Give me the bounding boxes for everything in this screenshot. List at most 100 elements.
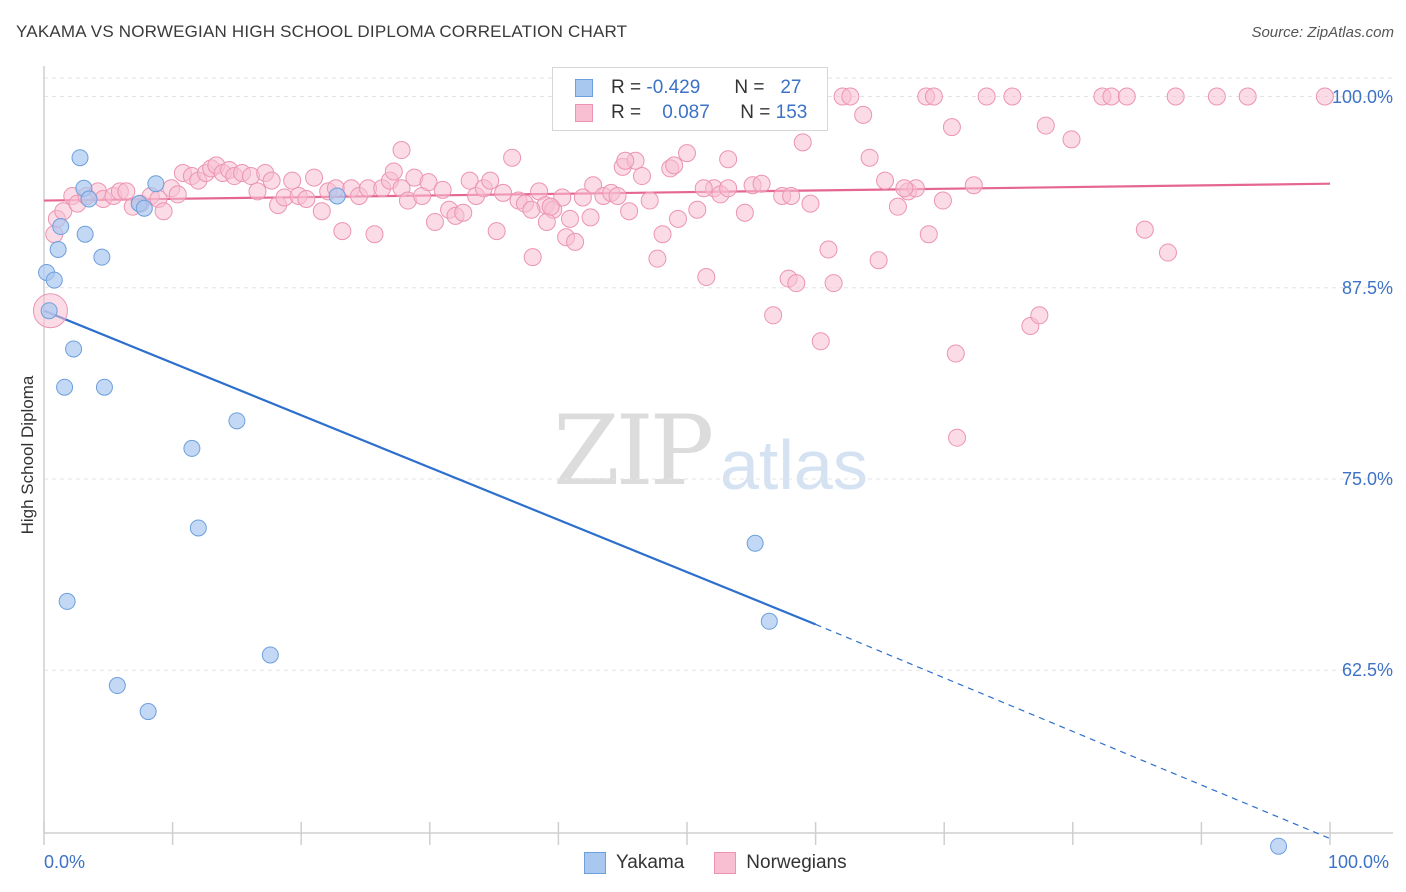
norwegians-point bbox=[481, 171, 500, 190]
yakama-swatch bbox=[575, 79, 593, 97]
norwegians-point bbox=[811, 332, 830, 351]
r-label: R = bbox=[611, 77, 642, 98]
r-value: -0.429 bbox=[646, 77, 701, 98]
yakama-point bbox=[228, 412, 246, 430]
norwegians-point bbox=[333, 222, 352, 241]
norwegians-point bbox=[678, 144, 696, 163]
norwegians-point bbox=[419, 173, 438, 192]
norwegians-point bbox=[283, 171, 302, 190]
norwegians-point bbox=[1030, 306, 1049, 325]
norwegians-point bbox=[860, 148, 879, 167]
norwegians-point bbox=[1062, 130, 1081, 149]
yakama-point bbox=[746, 534, 764, 552]
norwegians-point bbox=[537, 212, 556, 231]
series-legend: Yakama Norwegians bbox=[584, 852, 877, 874]
yakama-point bbox=[76, 225, 94, 243]
yakama-point bbox=[328, 187, 346, 205]
norwegians-point bbox=[869, 251, 888, 270]
yakama-point bbox=[58, 592, 76, 610]
norwegians-point bbox=[841, 87, 860, 106]
source-label: Source: ZipAtlas.com bbox=[1251, 24, 1394, 41]
norwegians-point bbox=[665, 156, 684, 175]
norwegians-point bbox=[688, 200, 707, 219]
norwegians-point bbox=[653, 225, 672, 244]
norwegians-point bbox=[581, 208, 600, 227]
yakama-point bbox=[71, 149, 89, 167]
norwegians-point bbox=[1102, 87, 1121, 106]
yakama-points bbox=[38, 149, 1288, 855]
norwegians-point bbox=[522, 200, 541, 219]
trend-lines bbox=[43, 182, 1331, 840]
norwegians-point bbox=[1135, 220, 1154, 239]
norwegians-point bbox=[752, 174, 771, 193]
norwegians-point bbox=[608, 186, 627, 205]
norwegians-point bbox=[919, 225, 938, 244]
norwegians-point bbox=[566, 232, 585, 251]
yakama-point bbox=[65, 340, 83, 358]
norwegians-point bbox=[1207, 87, 1226, 106]
norwegians-point bbox=[668, 209, 687, 228]
axes bbox=[43, 66, 1393, 845]
legend-row-norwegians: R = 0.087 N = 153 bbox=[575, 101, 807, 125]
norwegians-point bbox=[494, 183, 513, 202]
yakama-point bbox=[40, 302, 58, 320]
norwegians-point bbox=[365, 225, 384, 244]
yakama-point bbox=[95, 378, 113, 396]
norwegians-point bbox=[616, 151, 635, 170]
norwegians-points bbox=[32, 87, 1334, 447]
norwegians-point bbox=[764, 306, 783, 325]
stats-legend: R = -0.429 N = 27 R = 0.087 N = 153 bbox=[552, 67, 828, 131]
yakama-point bbox=[1270, 837, 1288, 855]
yakama-point bbox=[108, 677, 126, 695]
norwegians-point bbox=[948, 428, 967, 447]
yakama-point bbox=[189, 519, 207, 537]
yakama-label: Yakama bbox=[616, 852, 685, 873]
norwegians-point bbox=[425, 212, 444, 231]
watermark-atlas: atlas bbox=[720, 426, 868, 504]
norwegians-point bbox=[946, 344, 965, 363]
n-value: 153 bbox=[775, 102, 808, 123]
norwegians-point bbox=[433, 180, 452, 199]
norwegians-point bbox=[1158, 243, 1177, 262]
yakama-trend-line bbox=[43, 309, 817, 626]
yakama-point bbox=[760, 612, 778, 630]
norwegians-point bbox=[819, 240, 838, 259]
norwegians-point bbox=[1166, 87, 1185, 106]
norwegians-point bbox=[523, 248, 542, 267]
yakama-point bbox=[52, 218, 70, 236]
norwegians-point bbox=[640, 191, 659, 210]
norwegians-point bbox=[312, 202, 331, 221]
yakama-point bbox=[261, 646, 279, 664]
norwegians-swatch bbox=[714, 852, 737, 874]
norwegians-point bbox=[305, 168, 324, 187]
norwegians-point bbox=[262, 171, 281, 190]
norwegians-point bbox=[573, 188, 592, 207]
norwegians-point bbox=[168, 185, 187, 204]
legend-item-norwegians[interactable]: Norwegians bbox=[714, 852, 847, 874]
norwegians-point bbox=[632, 167, 651, 186]
norwegians-point bbox=[560, 209, 579, 228]
norwegians-point bbox=[503, 148, 522, 167]
norwegians-point bbox=[719, 150, 738, 169]
norwegians-point bbox=[854, 105, 873, 124]
norwegians-label: Norwegians bbox=[746, 852, 847, 873]
yakama-point bbox=[80, 190, 98, 208]
legend-item-yakama[interactable]: Yakama bbox=[584, 852, 684, 874]
x-tick-label-min: 0.0% bbox=[44, 852, 86, 872]
norwegians-point bbox=[933, 191, 952, 210]
norwegians-point bbox=[824, 274, 843, 293]
norwegians-point bbox=[801, 194, 820, 213]
n-label: N = bbox=[734, 77, 765, 98]
norwegians-point bbox=[977, 87, 996, 106]
norwegians-point bbox=[117, 182, 136, 201]
norwegians-point bbox=[719, 179, 738, 198]
norwegians-point bbox=[942, 118, 961, 137]
norwegians-point bbox=[1117, 87, 1136, 106]
norwegians-point bbox=[154, 202, 173, 221]
norwegians-point bbox=[487, 222, 506, 241]
norwegians-point bbox=[460, 171, 479, 190]
norwegians-point bbox=[1315, 87, 1334, 106]
norwegians-point bbox=[392, 141, 411, 160]
r-value: 0.087 bbox=[662, 102, 710, 123]
